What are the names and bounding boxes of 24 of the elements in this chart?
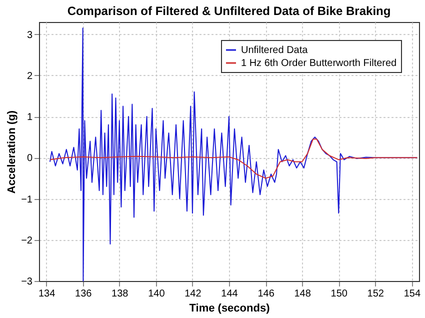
chart-title: Comparison of Filtered & Unfiltered Data of Bike Braking [67,4,391,18]
y-tick-label: 3 [26,30,33,41]
y-tick-label: −3 [21,276,33,288]
x-tick-label: 144 [221,288,238,300]
y-tick-label: 0 [26,153,33,164]
y-axis-title: Acceleration (g) [6,110,18,194]
x-tick-label: 146 [258,288,275,300]
x-tick-label: 150 [330,288,348,300]
x-tick-label: 134 [38,288,56,300]
x-tick-label: 154 [404,288,421,300]
x-tick-label: 140 [148,288,166,300]
x-tick-label: 148 [294,288,312,300]
y-tick-label: 2 [26,70,33,82]
x-axis-title: Time (seconds) [189,302,270,314]
legend-label: Unfiltered Data [241,45,308,56]
x-tick-label: 138 [112,288,129,300]
x-tick-label: 142 [184,288,202,300]
y-tick-label: −1 [21,194,33,206]
x-tick-label: 152 [367,288,384,300]
y-tick-label: 1 [26,112,33,124]
line-series [49,138,418,179]
y-tick-label: −2 [21,235,33,246]
legend-label: 1 Hz 6th Order Butterworth Filtered [241,58,397,69]
x-tick-label: 136 [75,288,92,300]
